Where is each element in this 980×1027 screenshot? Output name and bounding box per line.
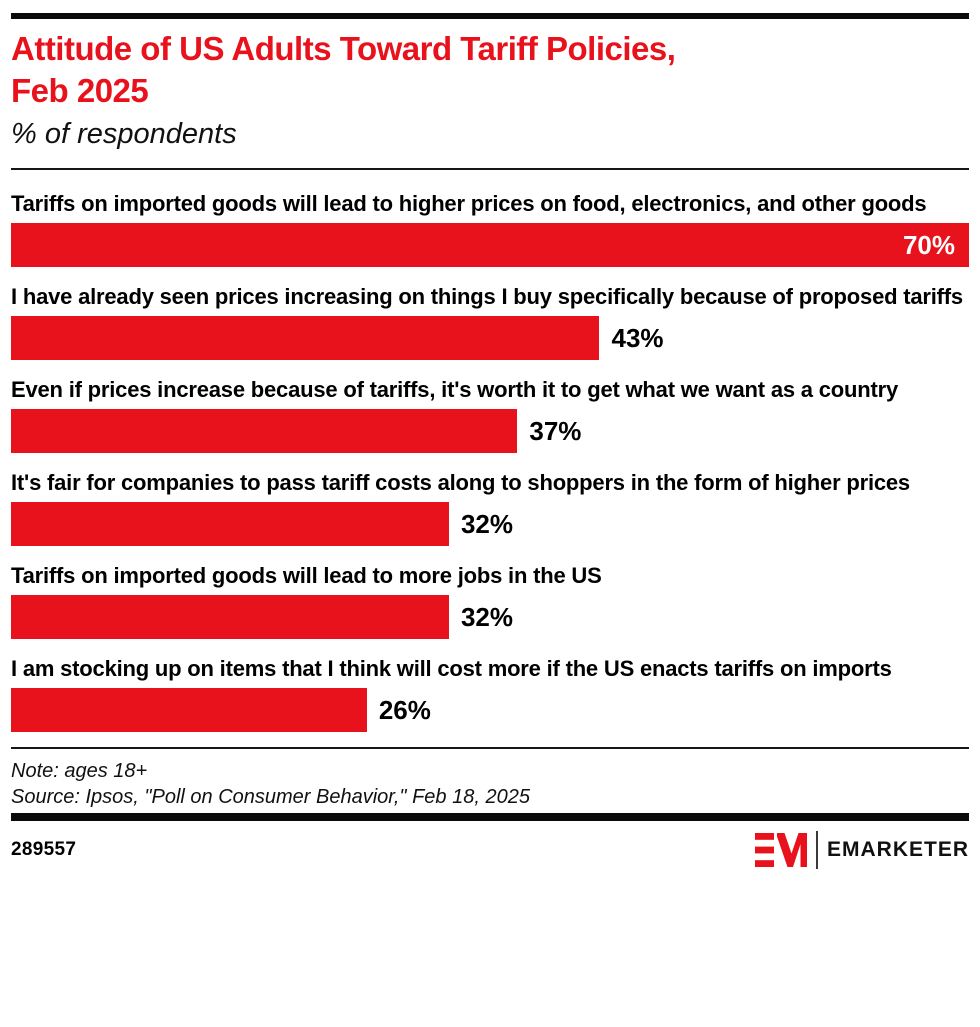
footer: 289557 EMARKETER [11, 831, 969, 869]
bar-track: 32% [11, 595, 969, 639]
bar-track: 37% [11, 409, 969, 453]
bar-value-label: 70% [902, 229, 955, 260]
bar-category-label: I have already seen prices increasing on… [11, 284, 963, 309]
bar-track: 26% [11, 688, 969, 732]
emarketer-wordmark: EMARKETER [826, 838, 969, 861]
chart-title-line2: Feb 2025 [11, 72, 149, 109]
bar [11, 409, 518, 453]
notes-block: Note: ages 18+ Source: Ipsos, "Poll on C… [11, 758, 969, 810]
emarketer-logo: EMARKETER [754, 831, 969, 869]
bar-track: 70% [11, 223, 969, 267]
bar-row: It's fair for companies to pass tariff c… [11, 468, 969, 546]
top-rule [11, 13, 969, 19]
bar-value-label: 32% [460, 508, 513, 539]
emarketer-logomark-icon [754, 833, 807, 867]
bar-value-label: 37% [529, 415, 582, 446]
note-text: Note: ages 18+ [11, 760, 148, 782]
bar-row: Even if prices increase because of tarif… [11, 375, 969, 453]
footer-rule [11, 813, 969, 821]
bar-row: I have already seen prices increasing on… [11, 282, 969, 360]
bar-row: Tariffs on imported goods will lead to h… [11, 189, 969, 267]
bar-value-label: 26% [378, 694, 431, 725]
bar-category-label: Even if prices increase because of tarif… [11, 377, 899, 402]
chart-title: Attitude of US Adults Toward Tariff Poli… [11, 28, 969, 112]
chart-subtitle: % of respondents [11, 118, 237, 150]
bar [11, 502, 449, 546]
bar-category-label: I am stocking up on items that I think w… [11, 656, 892, 681]
bar-value-label: 43% [611, 322, 664, 353]
bar [11, 688, 367, 732]
bar-chart: Tariffs on imported goods will lead to h… [11, 170, 969, 732]
source-text: Source: Ipsos, "Poll on Consumer Behavio… [11, 786, 530, 808]
bar: 70% [11, 223, 969, 267]
bar-category-label: Tariffs on imported goods will lead to h… [11, 191, 927, 216]
chart-title-line1: Attitude of US Adults Toward Tariff Poli… [11, 30, 676, 67]
bar-row: Tariffs on imported goods will lead to m… [11, 561, 969, 639]
bar [11, 595, 449, 639]
chart-id: 289557 [11, 839, 77, 860]
notes-divider [11, 747, 969, 749]
bar-track: 32% [11, 502, 969, 546]
bar-track: 43% [11, 316, 969, 360]
bar-category-label: It's fair for companies to pass tariff c… [11, 470, 910, 495]
bar [11, 316, 600, 360]
bar-value-label: 32% [460, 601, 513, 632]
logo-divider [815, 831, 818, 869]
bar-row: I am stocking up on items that I think w… [11, 654, 969, 732]
header-divider [11, 168, 969, 170]
bar-category-label: Tariffs on imported goods will lead to m… [11, 563, 602, 588]
